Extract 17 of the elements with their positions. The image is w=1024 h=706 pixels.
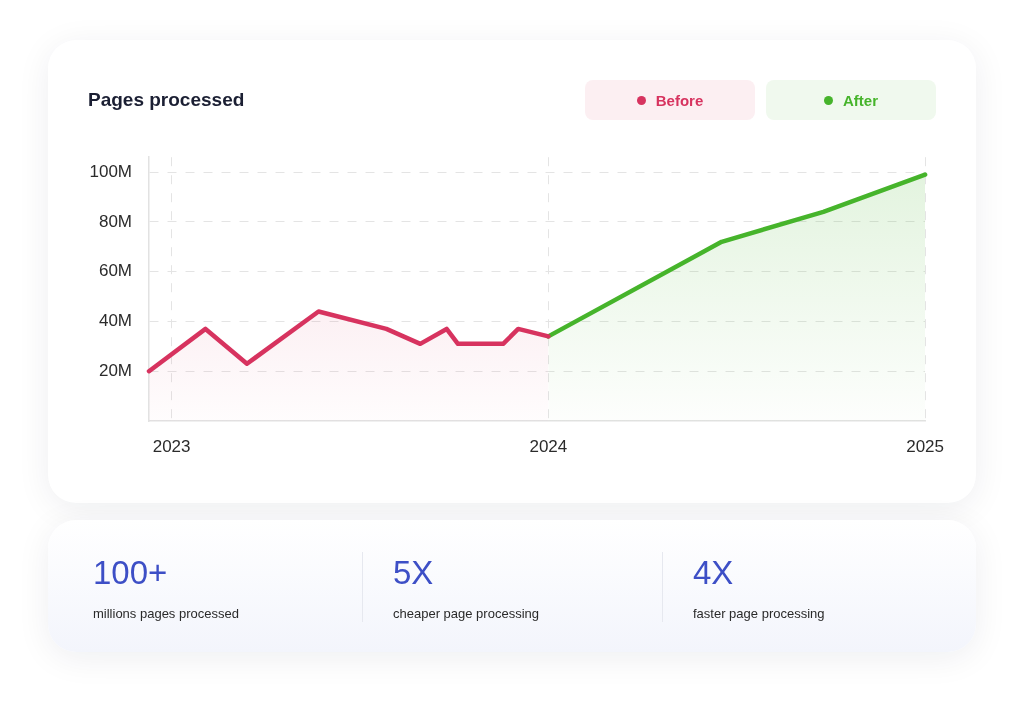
text: 5X [393,554,435,592]
legend-label: Before [655,91,704,109]
y-tick-label: 100M [89,161,132,181]
x-tick-label: 2024 [529,436,568,456]
text: cheaper page processing [393,606,539,621]
text: millions pages processed [93,606,239,621]
y-tick-label: 40M [98,311,132,331]
chart-title: Pages processed [88,89,245,111]
x-tick-label: 2023 [152,436,191,456]
y-tick-label: 20M [98,360,132,380]
text: faster page processing [693,606,825,621]
text: 4X [693,554,735,592]
y-tick-label: 80M [98,211,132,231]
x-tick-label: 2025 [906,436,944,456]
text: 100+ [93,554,169,592]
y-tick-label: 60M [98,261,132,281]
legend-label: After [842,91,878,109]
